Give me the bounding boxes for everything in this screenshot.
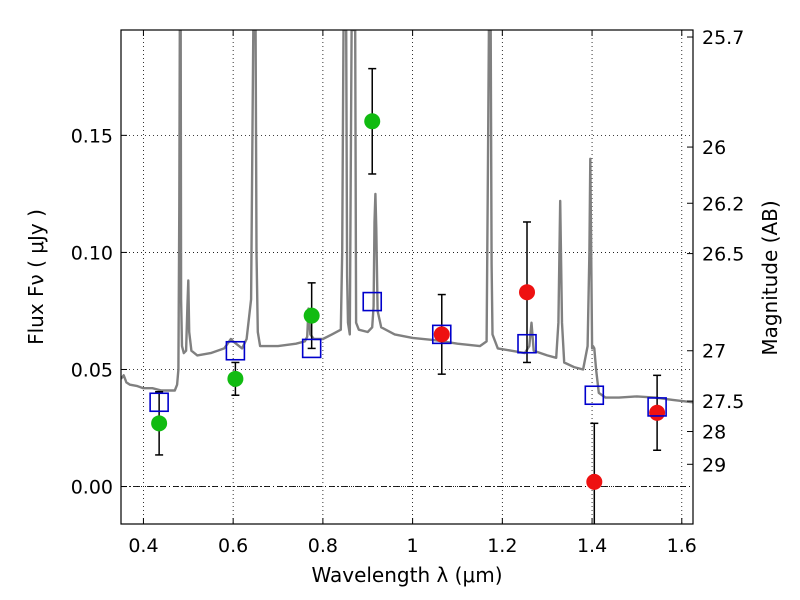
x-tick-label: 0.8 — [308, 535, 338, 557]
model-square — [301, 338, 322, 359]
y2-tick-label: 25.7 — [702, 27, 744, 49]
x-axis-label: Wavelength λ (μm) — [311, 563, 502, 587]
y-axis-label: Flux Fν ( μJy ) — [24, 209, 48, 345]
y2-tick-label: 26.5 — [702, 244, 744, 266]
y-tick-label: 0.05 — [71, 359, 113, 381]
red-point — [586, 473, 603, 490]
green-point — [364, 113, 381, 130]
x-tick-label: 1.2 — [487, 535, 517, 557]
y-tick-label: 0.00 — [71, 477, 113, 499]
y2-tick-label: 29 — [702, 454, 726, 476]
y2-tick-label: 28 — [702, 422, 726, 444]
model-square — [431, 324, 452, 345]
plot-frame — [120, 29, 694, 525]
x-tick-label: 0.4 — [128, 535, 158, 557]
y2-axis-label: Magnitude (AB) — [758, 200, 782, 355]
green-point — [151, 415, 168, 432]
y2-tick-label: 27 — [702, 341, 726, 363]
x-tick-label: 0.6 — [218, 535, 248, 557]
green-point — [227, 370, 244, 387]
model-square — [584, 385, 605, 406]
y2-tick-label: 26.2 — [702, 193, 744, 215]
green-point — [303, 307, 320, 324]
plot-data — [121, 30, 693, 524]
x-tick-label: 1.4 — [577, 535, 607, 557]
x-tick-label: 1 — [407, 535, 419, 557]
red-point — [649, 404, 666, 421]
red-point — [519, 284, 536, 301]
y2-tick-label: 26 — [702, 137, 726, 159]
model-square — [647, 397, 667, 417]
model-square — [362, 291, 383, 312]
spectrum-line — [121, 30, 693, 404]
red-point — [433, 326, 450, 343]
y-tick-label: 0.15 — [71, 125, 113, 147]
model-square — [517, 333, 537, 354]
axis-ticks: 0.4 0.6 0.8 1 1.2 1.4 1.6 0.00 0.05 0.10 0.15 25.7 2… — [71, 27, 745, 557]
model-square — [149, 392, 169, 413]
x-tick-label: 1.6 — [667, 535, 697, 557]
y2-tick-label: 27.5 — [702, 391, 744, 413]
model-square — [225, 340, 246, 361]
grid — [121, 30, 693, 524]
y-tick-label: 0.10 — [71, 242, 113, 264]
